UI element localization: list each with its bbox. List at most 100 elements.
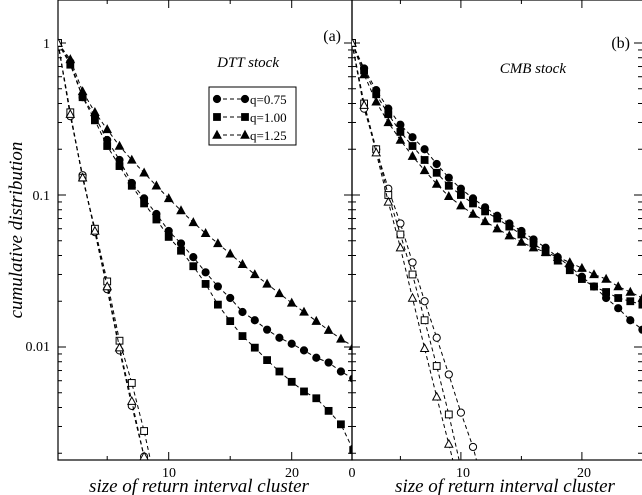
data-point: [420, 297, 429, 306]
y-tick-label-0.01: 0.01: [26, 340, 51, 355]
data-point: [614, 294, 623, 302]
data-point: [287, 377, 296, 386]
panel-b-xtick-10: 10: [456, 466, 470, 481]
data-point: [492, 223, 503, 233]
data-point: [114, 140, 125, 150]
data-point: [578, 275, 586, 283]
data-point: [432, 333, 441, 342]
data-point: [336, 367, 345, 376]
series-line: [58, 42, 352, 347]
data-point: [250, 316, 259, 325]
panel-a-xtick-20: 20: [285, 466, 299, 481]
data-point: [214, 300, 222, 309]
data-point: [540, 247, 551, 256]
data-point: [176, 239, 186, 248]
data-point: [102, 124, 113, 134]
y-tick-label-0.1: 0.1: [33, 189, 51, 204]
data-point: [151, 180, 162, 190]
data-point: [468, 208, 478, 218]
legend-marker: [212, 94, 222, 104]
data-point: [90, 225, 100, 235]
data-point: [189, 253, 198, 262]
data-point: [237, 259, 248, 269]
data-point: [299, 346, 309, 355]
data-point: [300, 387, 308, 396]
data-point: [383, 196, 394, 206]
data-point: [77, 86, 88, 96]
data-point: [456, 200, 466, 210]
data-point: [371, 147, 382, 157]
data-point: [262, 278, 272, 288]
data-point: [589, 269, 599, 279]
data-point: [408, 258, 417, 267]
data-point: [103, 142, 112, 150]
data-point: [139, 167, 149, 177]
data-point: [456, 408, 465, 417]
legend-marker: [213, 113, 221, 121]
legend-marker: [212, 129, 222, 139]
panel-b-x-axis-label: size of return interval cluster: [395, 476, 615, 495]
data-point: [348, 343, 352, 351]
panel-a-series: [58, 37, 352, 460]
data-point: [504, 230, 515, 240]
data-point: [457, 191, 465, 199]
data-point: [287, 339, 296, 348]
panel-b-label: (b): [611, 35, 630, 52]
data-point: [115, 162, 124, 170]
data-point: [565, 266, 574, 275]
data-point: [408, 142, 417, 150]
data-point: [468, 442, 478, 452]
y-tick-label-1: 1: [43, 37, 50, 52]
data-point: [444, 370, 453, 379]
series-circle-filled-q=0.75: [58, 38, 352, 383]
legend: q=0.75 q=1.00 q=1.25: [208, 86, 297, 146]
data-point: [528, 242, 539, 252]
series-line: [58, 42, 352, 449]
data-point: [443, 438, 454, 448]
data-point: [114, 342, 125, 352]
data-point: [516, 236, 527, 246]
data-point: [602, 288, 611, 296]
series-square-open: [58, 39, 151, 460]
data-point: [213, 238, 223, 248]
series-line: [352, 42, 642, 299]
data-point: [420, 156, 429, 164]
data-point: [444, 173, 453, 182]
data-point: [127, 181, 136, 190]
series-line: [352, 42, 454, 460]
data-point: [188, 217, 199, 227]
data-point: [126, 395, 137, 405]
series-line: [352, 42, 642, 331]
series-square-filled-q=1.00: [352, 39, 642, 309]
series-line: [58, 42, 145, 457]
data-point: [90, 107, 100, 117]
data-point: [201, 280, 210, 288]
y-axis-label: cumulative distribution: [6, 142, 27, 319]
data-point: [638, 300, 642, 309]
data-point: [238, 332, 247, 340]
series-triangle-filled-q=1.25: [352, 37, 642, 302]
data-point: [226, 317, 235, 326]
data-point: [176, 205, 186, 215]
data-point: [505, 222, 514, 231]
panel-a-label: (a): [323, 28, 341, 45]
data-point: [140, 427, 148, 435]
panel-b-ticks: [352, 0, 642, 460]
data-point: [396, 120, 405, 129]
data-point: [469, 199, 477, 208]
data-point: [431, 178, 442, 188]
panel-b-frame: [351, 0, 642, 461]
data-point: [102, 281, 113, 291]
data-point: [65, 108, 76, 118]
data-point: [152, 215, 161, 224]
data-point: [163, 193, 174, 203]
data-point: [275, 333, 284, 342]
data-point: [420, 145, 429, 154]
data-point: [263, 325, 272, 334]
data-point: [590, 282, 598, 291]
series-triangle-filled-q=1.25: [58, 37, 352, 351]
data-point: [443, 191, 454, 201]
data-point: [613, 281, 624, 291]
data-point: [407, 292, 418, 302]
